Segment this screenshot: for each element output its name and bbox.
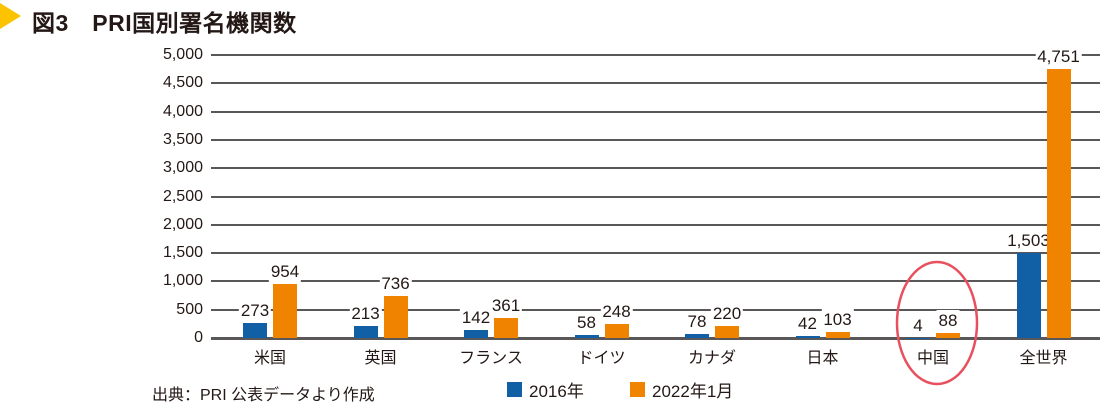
legend-label-1: 2022年1月 — [652, 382, 734, 401]
value-label-s1-c3: 248 — [600, 300, 633, 322]
bar-s1-c3 — [604, 323, 629, 338]
value-label-s1-c2: 361 — [489, 294, 523, 316]
y-axis-tick-label-3500: 3,500 — [162, 130, 203, 148]
bar-s1-c0 — [273, 284, 297, 338]
gridline-1500 — [211, 252, 1100, 255]
gridline-500 — [211, 308, 1100, 311]
value-label-s0-c1: 213 — [349, 302, 382, 324]
y-axis-tick-label-3000: 3,000 — [162, 159, 203, 177]
bar-s1-c1 — [383, 296, 408, 338]
bar-s0-c5 — [795, 335, 820, 338]
y-axis-tick-label-2000: 2,000 — [162, 215, 203, 233]
x-axis-label-c7: 全世界 — [1019, 350, 1068, 367]
value-label-s1-c5: 103 — [821, 309, 854, 331]
gridline-1000 — [211, 280, 1100, 283]
bar-s0-c4 — [685, 333, 709, 338]
value-label-s1-c0: 954 — [268, 261, 302, 282]
value-label-s1-c1: 736 — [379, 273, 412, 295]
legend-item-1: 2022年1月 — [630, 377, 733, 402]
y-axis-tick-label-2500: 2,500 — [162, 187, 203, 205]
source-note: 出典：PRI 公表データより作成 — [152, 387, 375, 404]
legend-label-0: 2016年 — [529, 382, 584, 401]
x-axis-label-c6: 中国 — [916, 350, 950, 367]
y-axis-tick-label-500: 500 — [176, 300, 203, 318]
gridline-0 — [211, 337, 1100, 340]
x-axis-label-c5: 日本 — [806, 350, 839, 367]
gridline-4000 — [211, 110, 1100, 113]
value-label-s0-c4: 78 — [685, 310, 709, 332]
bar-s1-c2 — [494, 317, 518, 338]
bar-s1-c7 — [1046, 69, 1071, 338]
legend-swatch-0 — [507, 382, 522, 397]
y-axis-tick-label-1000: 1,000 — [162, 272, 203, 290]
value-label-s0-c0: 273 — [238, 299, 272, 321]
figure-title: 図3 PRI国別署名機関数 — [32, 10, 297, 36]
value-label-s0-c2: 142 — [459, 306, 493, 328]
bar-s0-c7 — [1016, 252, 1041, 338]
bar-s1-c6 — [936, 333, 960, 338]
bar-s0-c1 — [353, 325, 378, 338]
legend-swatch-1 — [630, 382, 645, 397]
value-label-s1-c4: 220 — [710, 302, 744, 324]
bar-s0-c2 — [464, 329, 488, 338]
legend-item-0: 2016年 — [507, 377, 584, 402]
x-axis-label-c0: 米国 — [253, 350, 287, 367]
y-axis-tick-label-5000: 5,000 — [162, 46, 203, 63]
x-axis-label-c2: フランス — [459, 350, 523, 367]
x-axis-label-c1: 英国 — [364, 350, 397, 367]
gridline-3000 — [211, 167, 1100, 170]
bar-s1-c5 — [825, 332, 850, 338]
value-label-s0-c6: 4 — [911, 314, 925, 336]
gridline-2500 — [211, 195, 1100, 198]
title-arrow-icon — [0, 3, 21, 29]
x-axis-label-c4: カナダ — [687, 350, 737, 367]
bar-s1-c4 — [715, 325, 739, 338]
x-axis-label-c3: ドイツ — [577, 350, 626, 367]
value-label-s1-c7: 4,751 — [1035, 46, 1082, 68]
y-axis-tick-label-0: 0 — [194, 329, 203, 346]
value-label-s0-c5: 42 — [796, 312, 819, 334]
bar-s0-c0 — [243, 322, 267, 338]
y-axis-tick-label-4000: 4,000 — [162, 102, 203, 120]
gridline-4500 — [211, 82, 1100, 85]
value-label-s1-c6: 88 — [936, 310, 960, 332]
gridline-2000 — [211, 223, 1100, 226]
gridline-3500 — [211, 138, 1100, 141]
y-axis-tick-label-4500: 4,500 — [162, 74, 203, 92]
gridline-5000 — [211, 54, 1100, 56]
y-axis-tick-label-1500: 1,500 — [162, 244, 203, 262]
highlight-ellipse — [895, 260, 979, 386]
value-label-s0-c3: 58 — [575, 311, 598, 333]
value-label-s0-c7: 1,503 — [1005, 229, 1052, 251]
bar-s0-c3 — [574, 334, 599, 338]
